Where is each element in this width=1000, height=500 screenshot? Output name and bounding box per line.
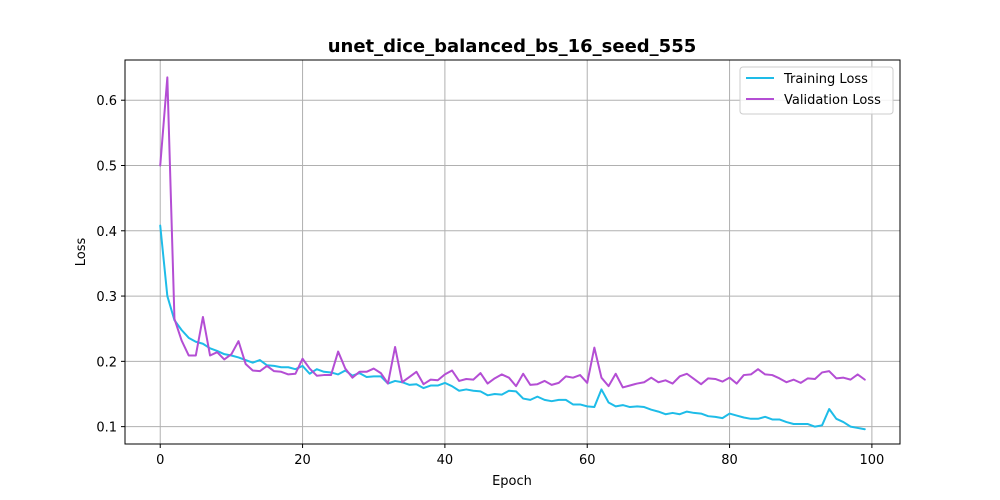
y-axis: 0.1 0.2 0.3 0.4 0.5 0.6 <box>96 94 125 436</box>
y-axis-label: Loss <box>74 238 89 267</box>
series-line-validation-loss <box>159 76 866 389</box>
y-tick-label: 0.4 <box>96 225 117 240</box>
legend-label-validation-loss: Validation Loss <box>784 93 881 108</box>
chart-title: unet_dice_balanced_bs_16_seed_555 <box>328 36 697 57</box>
legend-label-training-loss: Training Loss <box>783 72 868 87</box>
x-tick-label: 80 <box>721 453 738 468</box>
legend: Training Loss Validation Loss <box>739 66 894 115</box>
x-tick-label: 60 <box>579 453 596 468</box>
legend-box <box>739 66 894 115</box>
x-tick-label: 0 <box>156 453 164 468</box>
x-tick-label: 40 <box>437 453 454 468</box>
y-tick-label: 0.2 <box>96 355 117 370</box>
plot-frame <box>124 59 901 445</box>
x-tick-label: 20 <box>294 453 311 468</box>
y-tick-label: 0.1 <box>96 421 117 436</box>
y-tick-label: 0.3 <box>96 290 117 305</box>
x-tick-label: 100 <box>859 453 884 468</box>
series-line-training-loss <box>159 224 866 431</box>
x-axis-label: Epoch <box>492 474 532 489</box>
series-layer <box>159 76 866 431</box>
y-tick-label: 0.6 <box>96 94 117 109</box>
y-tick-label: 0.5 <box>96 159 117 174</box>
x-axis: 0 20 40 60 80 100 <box>156 444 884 468</box>
